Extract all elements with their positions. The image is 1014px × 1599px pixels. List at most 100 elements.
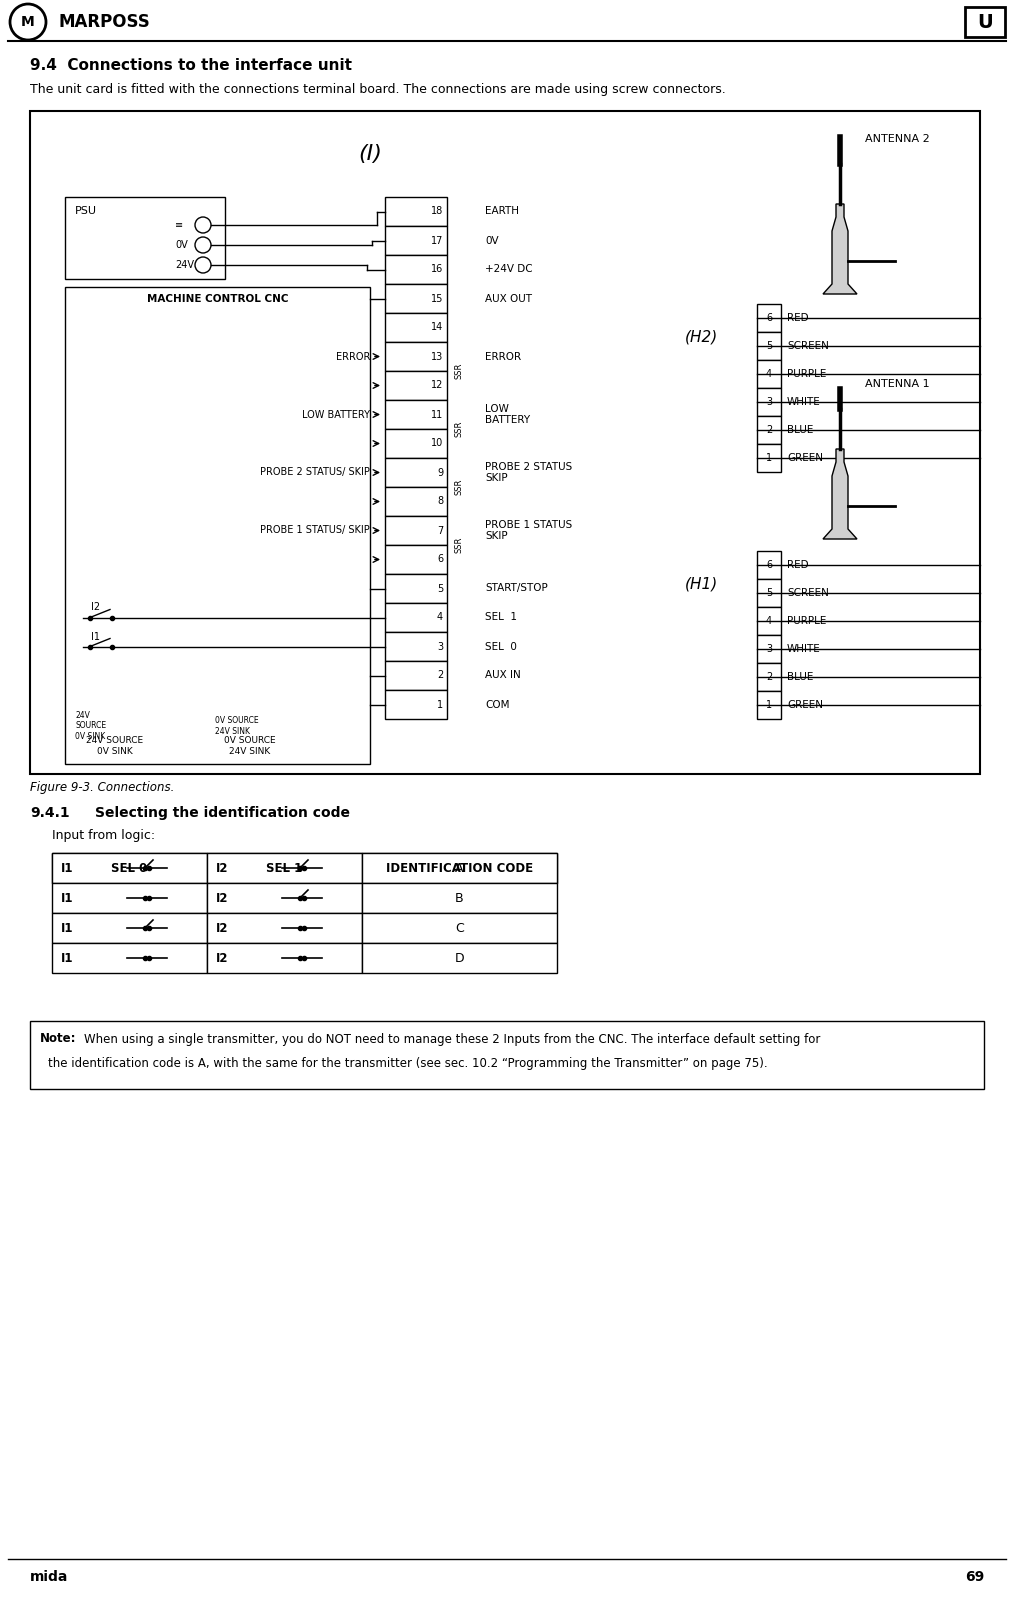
Bar: [385, 225, 447, 254]
Text: LOW
BATTERY: LOW BATTERY: [485, 403, 530, 425]
Text: 0V SOURCE
24V SINK: 0V SOURCE 24V SINK: [215, 716, 259, 736]
Text: ≡: ≡: [175, 221, 184, 230]
Text: 13: 13: [431, 352, 443, 361]
Bar: [757, 416, 781, 445]
Text: GREEN: GREEN: [787, 700, 823, 710]
Text: GREEN: GREEN: [787, 453, 823, 464]
Text: PROBE 2 STATUS/ SKIP: PROBE 2 STATUS/ SKIP: [261, 467, 370, 478]
Text: PROBE 1 STATUS
SKIP: PROBE 1 STATUS SKIP: [485, 520, 572, 542]
Text: EARTH: EARTH: [485, 206, 519, 216]
Text: The unit card is fitted with the connections terminal board. The connections are: The unit card is fitted with the connect…: [30, 83, 726, 96]
Bar: [362, 943, 557, 974]
Bar: [207, 852, 362, 883]
Bar: [362, 913, 557, 943]
Bar: [385, 660, 447, 691]
Text: SEL  0: SEL 0: [485, 641, 517, 651]
Bar: [52, 852, 207, 883]
Polygon shape: [823, 449, 857, 539]
Text: mida: mida: [30, 1570, 68, 1585]
Bar: [30, 110, 980, 774]
Bar: [385, 603, 447, 632]
Text: 7: 7: [437, 526, 443, 536]
Text: the identification code is A, with the same for the transmitter (see sec. 10.2 “: the identification code is A, with the s…: [48, 1057, 768, 1070]
Text: 69: 69: [964, 1570, 984, 1585]
Text: SSR: SSR: [454, 421, 463, 437]
Text: 1: 1: [437, 699, 443, 710]
Text: I2: I2: [216, 951, 228, 964]
Text: 4: 4: [437, 612, 443, 622]
Text: PROBE 1 STATUS/ SKIP: PROBE 1 STATUS/ SKIP: [261, 526, 370, 536]
Bar: [757, 579, 781, 608]
Text: SEL 1: SEL 1: [267, 862, 302, 875]
Bar: [385, 632, 447, 660]
Text: I2: I2: [91, 603, 100, 612]
Bar: [757, 608, 781, 635]
Text: ERROR: ERROR: [485, 352, 521, 361]
Text: 2: 2: [766, 425, 772, 435]
Text: PURPLE: PURPLE: [787, 616, 826, 625]
Bar: [207, 852, 362, 883]
Text: Note:: Note:: [40, 1033, 76, 1046]
Bar: [385, 285, 447, 313]
Text: 6: 6: [766, 560, 772, 569]
Bar: [385, 429, 447, 457]
Text: 9.4  Connections to the interface unit: 9.4 Connections to the interface unit: [30, 59, 352, 74]
Bar: [385, 371, 447, 400]
Text: SCREEN: SCREEN: [787, 588, 828, 598]
Bar: [385, 691, 447, 720]
Text: D: D: [454, 951, 464, 964]
Text: I2: I2: [216, 892, 228, 905]
Bar: [757, 360, 781, 389]
Text: 0V: 0V: [485, 235, 499, 246]
Text: 8: 8: [437, 497, 443, 507]
Text: B: B: [455, 892, 463, 905]
Text: WHITE: WHITE: [787, 644, 820, 654]
Bar: [385, 488, 447, 516]
Text: IDENTIFICATION CODE: IDENTIFICATION CODE: [386, 862, 533, 875]
Text: I2: I2: [216, 921, 228, 934]
Text: 12: 12: [431, 381, 443, 390]
Text: I1: I1: [61, 862, 73, 875]
Text: 18: 18: [431, 206, 443, 216]
Text: 9: 9: [437, 467, 443, 478]
Bar: [207, 943, 362, 974]
Bar: [757, 691, 781, 720]
Bar: [385, 254, 447, 285]
Text: AUX IN: AUX IN: [485, 670, 521, 681]
Text: 9.4.1: 9.4.1: [30, 806, 70, 820]
Text: 1: 1: [766, 700, 772, 710]
Text: 14: 14: [431, 323, 443, 333]
Text: 16: 16: [431, 264, 443, 275]
Text: 24V
SOURCE
0V SINK: 24V SOURCE 0V SINK: [75, 712, 106, 740]
Text: 11: 11: [431, 409, 443, 419]
Text: 5: 5: [766, 588, 772, 598]
Text: 24V SOURCE
0V SINK: 24V SOURCE 0V SINK: [86, 736, 144, 756]
Text: 0V SOURCE
24V SINK: 0V SOURCE 24V SINK: [224, 736, 276, 756]
Bar: [757, 389, 781, 416]
Text: WHITE: WHITE: [787, 397, 820, 408]
Text: RED: RED: [787, 560, 808, 569]
Text: PROBE 2 STATUS
SKIP: PROBE 2 STATUS SKIP: [485, 462, 572, 483]
Text: M: M: [21, 14, 34, 29]
Bar: [385, 457, 447, 488]
Text: 10: 10: [431, 438, 443, 448]
Text: 2: 2: [766, 672, 772, 683]
Bar: [757, 333, 781, 360]
Text: I1: I1: [91, 632, 100, 641]
Text: 4: 4: [766, 616, 772, 625]
Text: 3: 3: [437, 641, 443, 651]
Bar: [385, 197, 447, 225]
Text: SEL  1: SEL 1: [485, 612, 517, 622]
Text: Selecting the identification code: Selecting the identification code: [95, 806, 350, 820]
Text: 24V: 24V: [175, 261, 194, 270]
Bar: [757, 445, 781, 472]
Text: PSU: PSU: [75, 206, 97, 216]
Bar: [207, 913, 362, 943]
Text: 4: 4: [766, 369, 772, 379]
Bar: [52, 852, 207, 883]
Text: MACHINE CONTROL CNC: MACHINE CONTROL CNC: [147, 294, 288, 304]
Circle shape: [195, 217, 211, 233]
Text: When using a single transmitter, you do NOT need to manage these 2 Inputs from t: When using a single transmitter, you do …: [84, 1033, 820, 1046]
Bar: [385, 400, 447, 429]
Polygon shape: [823, 205, 857, 294]
